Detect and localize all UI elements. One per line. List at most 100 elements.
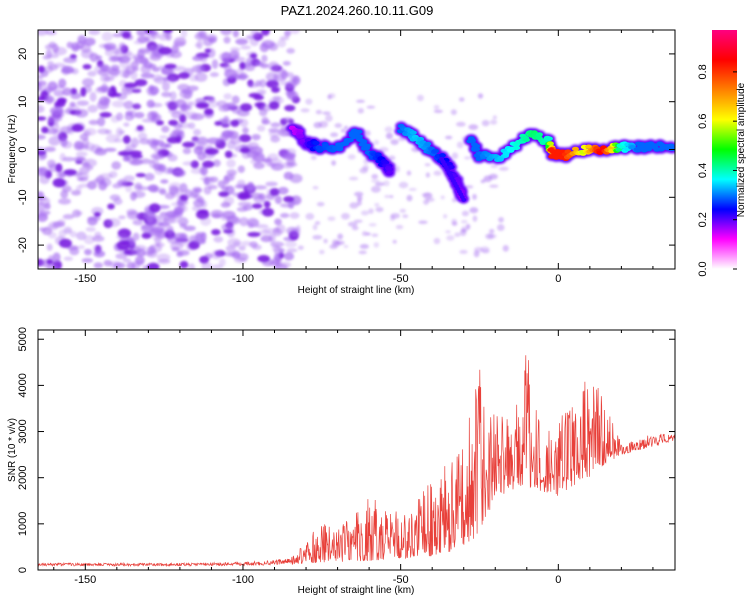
noise-blob [253, 185, 268, 190]
colorbar-tick-label: 0.2 [697, 212, 709, 227]
y-tick-label: 10 [17, 96, 29, 108]
noise-blob [282, 60, 291, 66]
noise-blob [38, 167, 48, 177]
noise-blob [272, 227, 282, 237]
noise-blob [245, 35, 255, 40]
noise-blob [101, 31, 113, 42]
noise-blob [183, 225, 196, 231]
noise-blob [63, 57, 78, 64]
noise-blob [246, 150, 260, 159]
noise-blob [329, 244, 338, 250]
noise-blob [433, 170, 442, 176]
noise-blob [468, 124, 479, 130]
noise-blob [87, 70, 97, 77]
noise-blob [203, 108, 214, 116]
y-tick-label: 2000 [17, 465, 29, 489]
noise-blob [141, 118, 156, 123]
noise-blob [190, 167, 204, 174]
noise-blob [187, 85, 199, 92]
noise-blob [461, 210, 470, 217]
noise-blob [171, 111, 182, 119]
noise-blob [450, 109, 457, 116]
noise-blob [490, 164, 499, 168]
noise-blob [312, 234, 323, 240]
noise-blob [106, 218, 121, 228]
noise-blob [140, 72, 155, 79]
noise-blob [285, 90, 297, 96]
noise-blob [132, 232, 140, 241]
noise-blob [238, 134, 252, 143]
x-tick-label: 0 [555, 574, 561, 586]
noise-blob [230, 119, 240, 127]
noise-blob [230, 136, 242, 145]
noise-blob [149, 203, 161, 213]
noise-blob [130, 191, 137, 201]
noise-blob [364, 130, 371, 137]
noise-blob [159, 188, 167, 195]
trace-core [523, 137, 531, 142]
noise-blob [290, 30, 300, 35]
noise-blob [178, 217, 189, 227]
noise-blob [477, 93, 484, 99]
noise-blob [77, 34, 87, 45]
colorbar-ticks: 0.0 0.2 0.4 0.6 0.8 [697, 64, 737, 277]
noise-blob [226, 159, 236, 168]
noise-blob [63, 256, 74, 261]
noise-blob [92, 244, 103, 253]
noise-blob [164, 63, 177, 69]
noise-blob [211, 250, 222, 260]
noise-blob [260, 235, 273, 243]
colorbar-gradient [712, 30, 737, 269]
noise-blob [49, 106, 64, 116]
noise-blob [158, 46, 173, 55]
noise-blob [249, 53, 258, 59]
noise-blob [353, 219, 363, 223]
noise-blob [74, 108, 89, 118]
noise-blob [492, 115, 497, 120]
x-tick-label: -50 [393, 574, 409, 586]
noise-blob [383, 180, 390, 187]
noise-blob [39, 174, 50, 185]
trace-core [297, 134, 305, 139]
noise-blob [259, 79, 267, 88]
noise-blob [66, 41, 74, 49]
noise-blob [152, 139, 165, 146]
noise-blob [353, 191, 364, 197]
noise-blob [395, 224, 404, 230]
noise-blob [160, 179, 169, 184]
noise-blob [456, 141, 464, 149]
noise-blob [274, 195, 282, 205]
noise-blob [53, 46, 67, 56]
noise-blob [179, 114, 187, 124]
noise-blob [47, 81, 58, 92]
noise-blob [224, 68, 238, 79]
noise-blob [191, 137, 199, 144]
noise-blob [38, 196, 47, 201]
noise-blob [451, 218, 457, 225]
noise-blob [216, 136, 230, 142]
noise-blob [312, 185, 319, 190]
noise-blob [150, 153, 163, 160]
noise-blob [81, 257, 94, 263]
snr-frame [37, 329, 676, 571]
noise-blob [257, 255, 271, 263]
noise-blob [248, 83, 259, 88]
y-tick-label: 20 [17, 48, 29, 60]
noise-blob [480, 246, 490, 253]
noise-blob [200, 55, 208, 63]
noise-blob [375, 206, 384, 213]
trace-core [502, 151, 510, 156]
noise-blob [250, 30, 260, 38]
noise-blob [57, 97, 67, 104]
noise-blob [284, 241, 297, 248]
trace-core [473, 146, 481, 152]
noise-blob [227, 238, 242, 248]
noise-blob [147, 262, 160, 269]
noise-blob [137, 36, 150, 44]
trace-core [432, 148, 440, 154]
noise-blob [140, 64, 152, 75]
noise-blob [171, 44, 180, 54]
noise-blob [360, 210, 369, 216]
